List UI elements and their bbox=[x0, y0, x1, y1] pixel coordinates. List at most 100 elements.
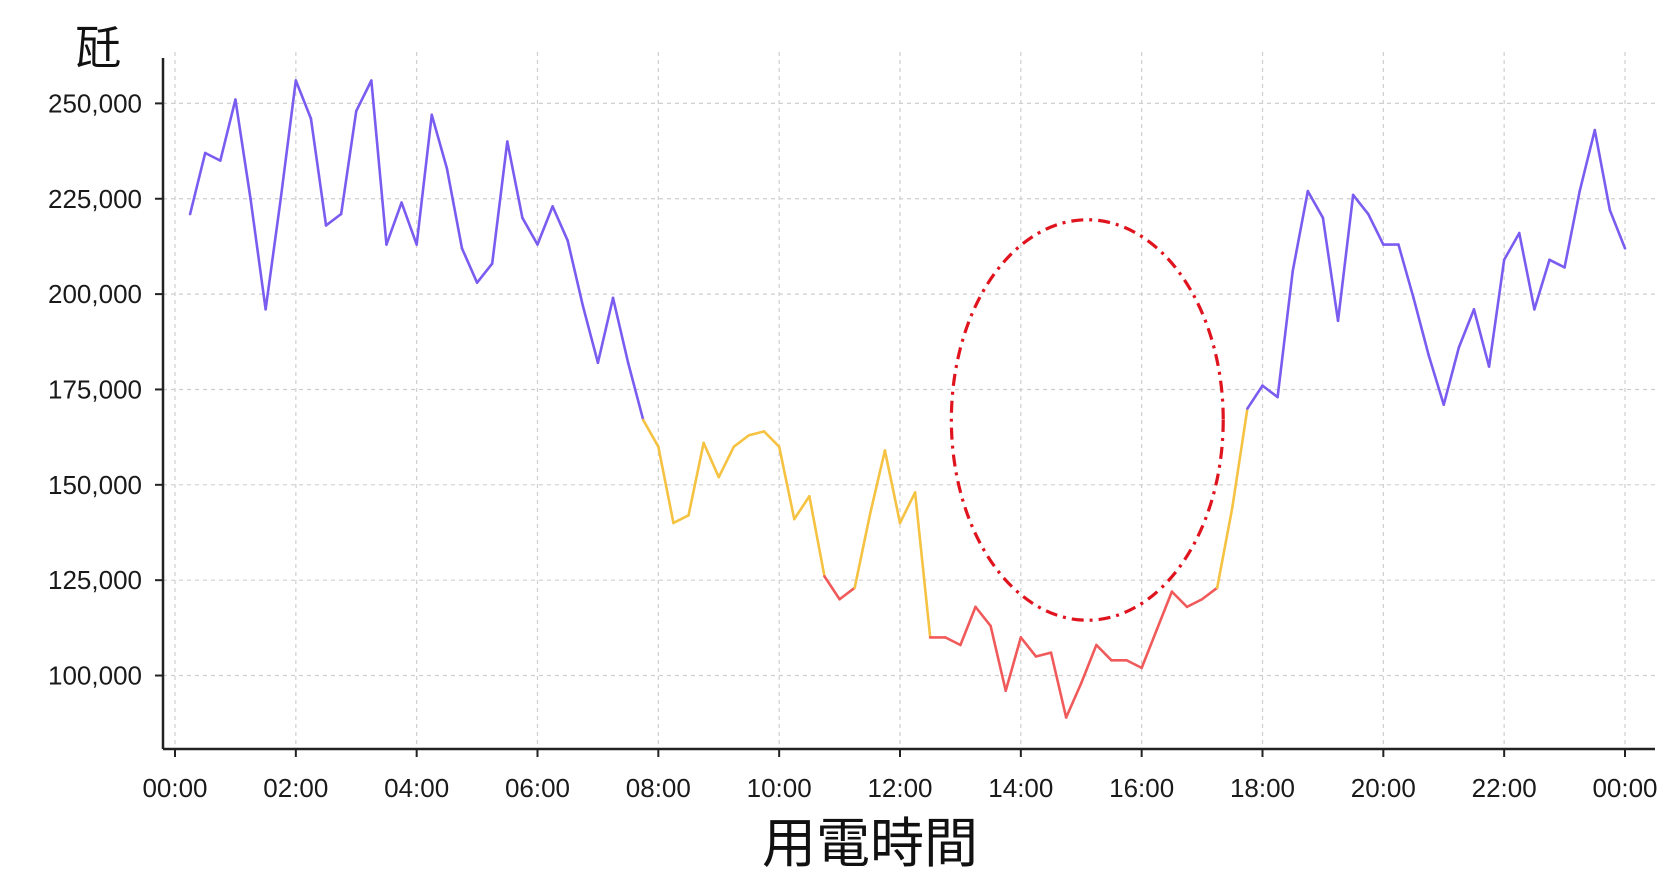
x-tick-label: 08:00 bbox=[626, 773, 691, 803]
line-segment bbox=[1502, 231, 1521, 262]
y-tick-label: 225,000 bbox=[48, 184, 142, 214]
line-segment bbox=[1155, 590, 1174, 632]
line-segment bbox=[838, 586, 856, 601]
line-segment bbox=[1185, 597, 1204, 609]
x-tick-label: 06:00 bbox=[505, 773, 570, 803]
line-segment bbox=[1261, 384, 1279, 399]
line-segment bbox=[203, 151, 222, 162]
line-segment bbox=[566, 239, 585, 307]
line-segment bbox=[1004, 636, 1023, 693]
line-segment bbox=[234, 98, 252, 201]
line-segment bbox=[626, 361, 645, 422]
line-segment bbox=[717, 445, 736, 479]
line-segment bbox=[309, 117, 328, 227]
line-segment bbox=[853, 514, 872, 590]
line-segment bbox=[1170, 590, 1189, 609]
line-segment bbox=[1246, 384, 1264, 410]
line-segment bbox=[823, 575, 841, 601]
line-segment bbox=[1336, 193, 1355, 323]
line-segment bbox=[808, 494, 826, 578]
line-segment bbox=[1427, 353, 1446, 407]
line-segment bbox=[687, 441, 705, 517]
line-segment bbox=[1412, 296, 1430, 357]
line-segment bbox=[1517, 231, 1536, 311]
line-segment bbox=[536, 205, 554, 246]
line-segment bbox=[1578, 128, 1597, 193]
line-segment bbox=[959, 605, 977, 647]
y-tick-label: 200,000 bbox=[48, 279, 142, 309]
line-segment bbox=[475, 262, 494, 284]
line-segment bbox=[792, 494, 811, 521]
line-segment bbox=[219, 98, 237, 162]
line-segment bbox=[490, 140, 509, 265]
line-segment bbox=[279, 79, 298, 201]
x-tick-label: 20:00 bbox=[1351, 773, 1416, 803]
line-segment bbox=[339, 109, 358, 216]
line-segment bbox=[1064, 681, 1083, 719]
line-segment bbox=[702, 441, 721, 479]
line-segment bbox=[1608, 208, 1627, 250]
line-segment bbox=[505, 140, 524, 220]
line-segment bbox=[1095, 643, 1113, 662]
x-tick-label: 00:00 bbox=[142, 773, 207, 803]
line-segment bbox=[1276, 269, 1295, 399]
line-segment bbox=[1079, 643, 1098, 685]
line-segment bbox=[611, 296, 630, 365]
line-segment bbox=[657, 445, 675, 525]
x-tick-label: 12:00 bbox=[867, 773, 932, 803]
line-segment bbox=[415, 113, 434, 246]
line-segment bbox=[1321, 216, 1340, 323]
x-tick-labels: 00:00 02:00 04:00 06:00 08:00 10:00 12:00 14:00… bbox=[142, 749, 1658, 803]
line-segment bbox=[264, 197, 283, 311]
x-axis-title: 用電時間 bbox=[762, 812, 978, 874]
x-tick-label: 18:00 bbox=[1230, 773, 1295, 803]
y-tick-label: 125,000 bbox=[48, 565, 142, 595]
line-segment bbox=[868, 449, 887, 517]
line-segment bbox=[641, 418, 660, 448]
line-segment bbox=[1457, 308, 1476, 349]
line-segment bbox=[1125, 658, 1143, 670]
line-segment bbox=[672, 514, 690, 525]
x-tick-label: 14:00 bbox=[988, 773, 1053, 803]
x-tick-label: 00:00 bbox=[1592, 773, 1657, 803]
line-segment bbox=[445, 166, 464, 250]
x-tick-label: 04:00 bbox=[384, 773, 449, 803]
line-segment bbox=[944, 636, 962, 647]
line-segment bbox=[762, 430, 781, 448]
line-segment bbox=[385, 201, 403, 246]
line-segment bbox=[913, 491, 932, 639]
line-segment bbox=[370, 79, 388, 246]
line-segment bbox=[188, 151, 207, 216]
line-segment bbox=[1049, 651, 1068, 719]
line-segment bbox=[1215, 506, 1234, 590]
line-segment bbox=[1472, 308, 1491, 368]
y-tick-label: 100,000 bbox=[48, 661, 142, 691]
line-segment bbox=[1019, 636, 1038, 658]
line-segment bbox=[1034, 651, 1053, 658]
line-segment bbox=[1548, 258, 1566, 269]
line-segment bbox=[596, 296, 615, 365]
line-segment bbox=[1200, 586, 1219, 601]
x-tick-label: 10:00 bbox=[747, 773, 812, 803]
line-segment bbox=[354, 79, 373, 113]
line-segment bbox=[898, 491, 917, 525]
annotation-group bbox=[949, 218, 1225, 622]
line-segment bbox=[581, 304, 600, 365]
y-axis-title: 瓩 bbox=[75, 21, 121, 75]
y-tick-label: 250,000 bbox=[48, 88, 142, 118]
line-segment bbox=[294, 79, 313, 120]
line-segment bbox=[551, 205, 570, 243]
line-segment bbox=[777, 445, 796, 521]
y-tick-label: 175,000 bbox=[48, 374, 142, 404]
line-segment bbox=[974, 605, 992, 628]
line-segment bbox=[1533, 258, 1551, 311]
line-segment bbox=[1140, 628, 1159, 670]
line-segment bbox=[1563, 189, 1581, 269]
line-segment bbox=[989, 624, 1008, 693]
y-tick-labels: 100,000 125,000 150,000 175,000 200,000 225,0… bbox=[48, 88, 163, 691]
line-segment bbox=[747, 430, 766, 437]
y-tick-label: 150,000 bbox=[48, 470, 142, 500]
highlight-ellipse bbox=[949, 218, 1225, 622]
line-segment bbox=[1306, 189, 1325, 220]
line-segment bbox=[1366, 212, 1385, 246]
